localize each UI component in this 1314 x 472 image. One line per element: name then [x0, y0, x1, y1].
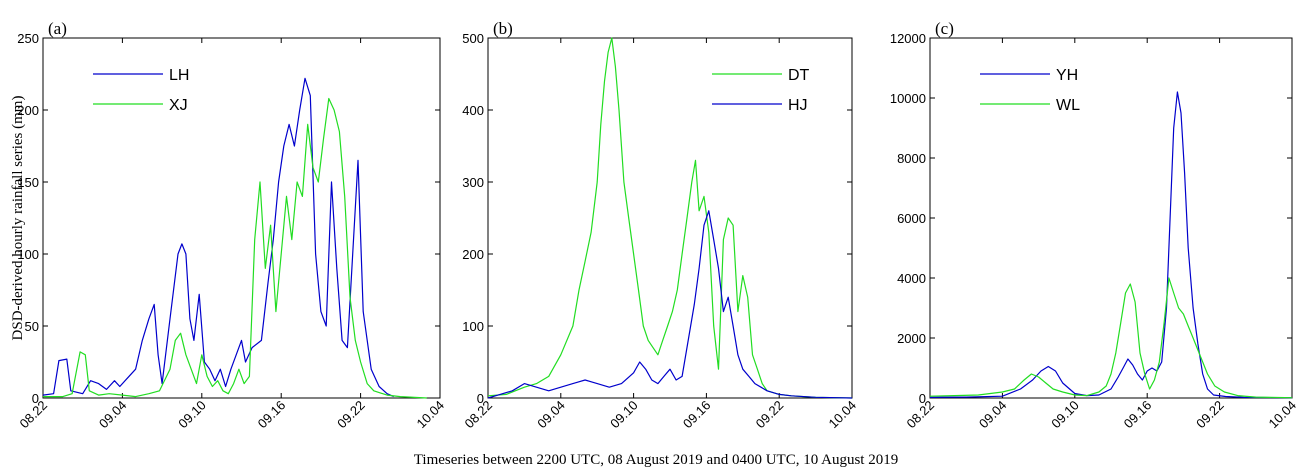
y-tick-label: 200	[17, 103, 39, 118]
x-tick-label: 10.04	[1266, 398, 1300, 432]
series-line-xj	[43, 97, 427, 399]
x-tick-label: 09.22	[334, 398, 368, 432]
legend-label-dt: DT	[788, 67, 810, 84]
series-line-yh	[929, 91, 1293, 399]
y-tick-label: 250	[17, 31, 39, 46]
y-tick-label: 150	[17, 175, 39, 190]
x-tick-label: 09.22	[1193, 398, 1227, 432]
y-tick-label: 300	[462, 175, 484, 190]
x-tick-label: 09.10	[1048, 398, 1082, 432]
series-line-lh	[42, 77, 394, 398]
chart-panel-1: 0 50 100 150 200 250 08.22 09.04 09.10 09.16 09.22…	[17, 19, 448, 431]
y-tick-label: 12000	[890, 31, 926, 46]
x-tick-label: 08.22	[17, 398, 51, 432]
panel-label: (a)	[48, 19, 67, 38]
y-tick-label: 400	[462, 103, 484, 118]
x-axis-title: Timeseries between 2200 UTC, 08 August 2…	[414, 452, 898, 468]
x-tick-label: 09.10	[607, 398, 641, 432]
series-line-hj	[487, 210, 853, 399]
x-tick-label: 08.22	[904, 398, 938, 432]
y-tick-label: 10000	[890, 91, 926, 106]
y-tick-label: 50	[25, 319, 39, 334]
legend-label-wl: WL	[1056, 97, 1080, 114]
y-axis-title: DSD-derived hourly rainfall series (mm)	[10, 96, 26, 341]
legend-label-lh: LH	[169, 67, 189, 84]
plot-frame	[42, 37, 441, 399]
y-tick-label: 100	[17, 247, 39, 262]
panel-label: (c)	[935, 19, 954, 38]
y-tick-label: 2000	[897, 331, 926, 346]
x-tick-label: 09.16	[255, 398, 289, 432]
x-tick-label: 10.04	[826, 398, 860, 432]
y-tick-label: 0	[919, 391, 926, 406]
y-tick-label: 500	[462, 31, 484, 46]
x-tick-label: 09.22	[753, 398, 787, 432]
y-tick-label: 6000	[897, 211, 926, 226]
legend-label-yh: YH	[1056, 67, 1078, 84]
x-tick-label: 09.16	[1121, 398, 1155, 432]
series-line-dt	[487, 37, 853, 399]
panel-label: (b)	[493, 19, 513, 38]
x-tick-label: 09.04	[976, 398, 1010, 432]
y-tick-label: 8000	[897, 151, 926, 166]
x-tick-label: 09.04	[96, 398, 130, 432]
x-tick-label: 08.22	[462, 398, 496, 432]
plot-frame	[487, 37, 853, 399]
y-tick-label: 0	[32, 391, 39, 406]
y-tick-label: 0	[477, 391, 484, 406]
series-line-wl	[929, 277, 1293, 399]
y-tick-label: 200	[462, 247, 484, 262]
chart-panel-2: 0 100 200 300 400 500 08.22 09.04 09.10 09.16 09.2…	[462, 19, 860, 431]
x-tick-label: 10.04	[414, 398, 448, 432]
y-tick-label: 4000	[897, 271, 926, 286]
legend-label-xj: XJ	[169, 97, 188, 114]
x-tick-label: 09.04	[534, 398, 568, 432]
legend-label-hj: HJ	[788, 97, 808, 114]
plot-frame	[929, 37, 1293, 399]
x-tick-label: 09.16	[680, 398, 714, 432]
y-tick-label: 100	[462, 319, 484, 334]
chart-panel-3: 0 2000 4000 6000 8000 10000 12000 08.22 09.04 09.…	[890, 19, 1299, 431]
x-tick-label: 09.10	[175, 398, 209, 432]
